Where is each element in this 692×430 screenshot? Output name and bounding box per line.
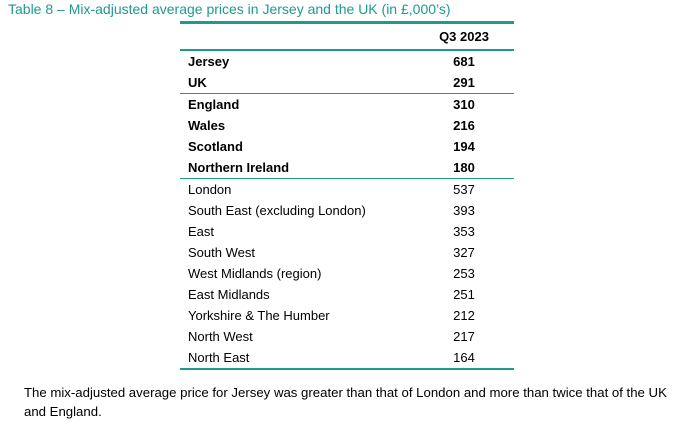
row-value: 212: [453, 308, 475, 323]
table-row: South West 327: [180, 242, 514, 263]
column-header-q3-2023: Q3 2023: [414, 21, 514, 51]
row-value: 253: [453, 266, 475, 281]
row-value: 217: [453, 329, 475, 344]
table-row: North East 164: [180, 347, 514, 370]
table-row: North West 217: [180, 326, 514, 347]
row-label: East: [188, 224, 215, 239]
row-value: 310: [453, 97, 475, 112]
row-label: Scotland: [188, 139, 243, 154]
row-label: West Midlands (region): [188, 266, 322, 281]
table-row: East Midlands 251: [180, 284, 514, 305]
table-row: Wales 216: [180, 115, 514, 136]
table-row: Scotland 194: [180, 136, 514, 157]
table-row: South East (excluding London) 393: [180, 200, 514, 221]
row-value: 537: [453, 182, 475, 197]
row-value: 327: [453, 245, 475, 260]
row-label: North East: [180, 347, 414, 370]
table-row: Yorkshire & The Humber 212: [180, 305, 514, 326]
row-label: Northern Ireland: [180, 157, 414, 179]
table-row: Northern Ireland 180: [180, 157, 514, 179]
row-label: England: [188, 97, 240, 112]
row-value: 180: [414, 157, 514, 179]
table-row: UK 291: [180, 72, 514, 94]
row-value: 251: [453, 287, 475, 302]
row-value: 194: [453, 139, 475, 154]
row-value: 164: [414, 347, 514, 370]
row-value: 216: [453, 118, 475, 133]
table-body: Jersey 681 UK 291 England 310 Wales 216 Scotland…: [180, 50, 514, 370]
row-label: South East (excluding London): [188, 203, 366, 218]
row-label: Yorkshire & The Humber: [188, 308, 330, 323]
row-label: South West: [188, 245, 255, 260]
prices-table: Q3 2023 Jersey 681 UK 291 England 310 Wales 216…: [180, 21, 514, 370]
table-row: England 310: [180, 94, 514, 116]
row-value: 353: [453, 224, 475, 239]
row-label: East Midlands: [188, 287, 270, 302]
table-row: East 353: [180, 221, 514, 242]
table-caption: Table 8 – Mix-adjusted average prices in…: [8, 1, 451, 17]
row-value: 393: [453, 203, 475, 218]
table-row: Jersey 681: [180, 50, 514, 72]
row-label: Jersey: [188, 54, 230, 69]
row-value: 291: [414, 72, 514, 94]
row-label: UK: [180, 72, 414, 94]
row-label: North West: [188, 329, 253, 344]
table-header-row: Q3 2023: [180, 21, 514, 51]
table-row: West Midlands (region) 253: [180, 263, 514, 284]
summary-note: The mix-adjusted average price for Jerse…: [24, 385, 667, 419]
row-label: London: [188, 182, 232, 197]
row-label: Wales: [188, 118, 226, 133]
row-value: 681: [453, 54, 475, 69]
table-row: London 537: [180, 179, 514, 201]
header-label-cell: [180, 21, 414, 51]
